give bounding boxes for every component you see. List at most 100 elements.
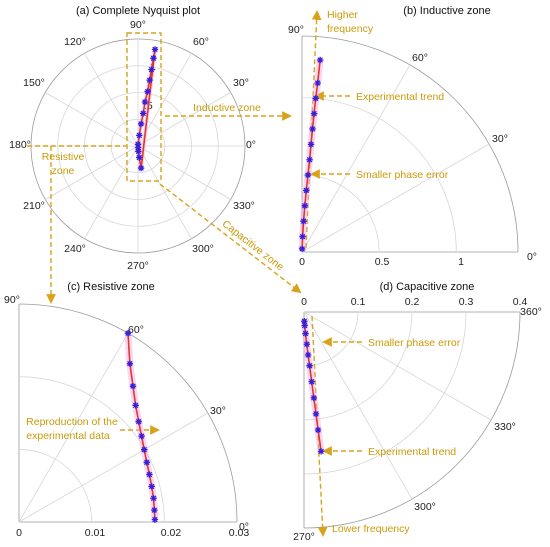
reproduction-label-2: experimental data: [26, 430, 110, 442]
panel-d-angle-label: 330°: [494, 421, 516, 433]
panel-a-angle-label: 30°: [233, 77, 249, 89]
data-point: [144, 88, 151, 95]
panel-b-title: (b) Inductive zone: [403, 5, 490, 17]
panel-a-angle-label: 300°: [192, 243, 214, 255]
grid-spoke: [301, 143, 490, 253]
panel-a-angle-label: 180°: [9, 139, 31, 151]
panel-c-radius-label: 0.01: [85, 527, 106, 539]
data-point: [314, 426, 322, 434]
data-point: [310, 394, 317, 402]
panel-d-title: (d) Capacitive zone: [380, 281, 475, 293]
panel-a-angle-label: 270°: [127, 260, 149, 272]
data-point: [310, 110, 318, 117]
data-point: [138, 432, 145, 440]
panel-a-angle-label: 150°: [23, 77, 45, 89]
panel-b-radius-label: 0: [299, 256, 305, 268]
grid-ring: [301, 97, 457, 253]
lower-frequency-label: Lower frequency: [332, 523, 410, 535]
trend-halo: [124, 332, 159, 520]
data-point: [304, 171, 312, 179]
panel-a-angle-label: 210°: [23, 200, 45, 212]
data-point: [148, 66, 155, 73]
panel-b-angle-label: 0°: [527, 251, 537, 263]
data-point: [150, 54, 157, 62]
panel-c-radius-label: 0.03: [229, 527, 250, 539]
panel-d-radius-label: 0.2: [405, 296, 420, 308]
panel-a-angle-label: 60°: [193, 36, 209, 48]
data-point: [134, 141, 142, 148]
data-point: [135, 148, 142, 155]
data-point: [300, 217, 307, 225]
panel-d-radius-label: 0: [301, 296, 307, 308]
data-point: [308, 378, 315, 385]
experimental-trend-label-b: Experimental trend: [356, 91, 444, 103]
panel-c-angle-label: 90°: [4, 294, 20, 306]
data-point: [132, 402, 139, 409]
data-point: [141, 446, 148, 453]
data-point: [143, 459, 150, 466]
data-point: [303, 341, 311, 348]
experimental-trend-label-d: Experimental trend: [368, 446, 456, 458]
panel-c-radius-label: 0.02: [161, 527, 182, 539]
data-point: [151, 506, 158, 514]
data-point: [312, 410, 320, 418]
data-point: [306, 362, 313, 369]
panel-d-radius-label: 0.4: [513, 296, 528, 308]
data-point: [306, 156, 313, 163]
panel-b-angle-label: 90°: [288, 24, 304, 36]
panel-b-angle-label: 30°: [492, 133, 508, 145]
panel-b-data: [298, 56, 324, 253]
data-point: [307, 141, 315, 148]
panel-d-grid: [303, 311, 521, 529]
panel-d-radius-label: 0.1: [351, 296, 366, 308]
grid-outer-arc: [301, 35, 519, 253]
data-point: [148, 483, 155, 490]
data-point: [316, 56, 324, 64]
resistive-zone-label: Resistive: [42, 151, 85, 163]
grid-ring: [303, 311, 413, 421]
panel-a-angle-label: 0°: [246, 139, 256, 151]
data-point: [126, 360, 134, 367]
grid-spoke: [18, 333, 129, 523]
capacitive-zone-arrow: [159, 183, 302, 294]
grid-outer-arc: [303, 311, 521, 529]
data-point: [146, 471, 153, 478]
data-point: [141, 98, 149, 106]
panel-d-angle-label: 360°: [520, 306, 542, 318]
data-point: [134, 144, 142, 151]
data-point: [303, 187, 310, 194]
data-point: [317, 448, 325, 455]
panel-a-title: (a) Complete Nyquist plot: [76, 5, 200, 17]
grid-ring: [18, 448, 93, 523]
panel-c-angle-label: 30°: [210, 405, 226, 417]
higher-frequency-label-2: frequency: [327, 23, 374, 35]
panel-d-angle-label: 270°: [293, 531, 315, 543]
panel-c-radius-label: 0: [16, 527, 22, 539]
lower-frequency-arrow: [311, 315, 328, 537]
grid-spoke: [303, 311, 492, 421]
panel-a-angle-label: 240°: [64, 243, 86, 255]
data-point: [150, 495, 157, 502]
data-point: [135, 418, 142, 425]
grid-spoke: [301, 64, 411, 253]
data-point: [151, 46, 159, 53]
data-point: [151, 516, 159, 523]
panel-d-data: [300, 317, 325, 455]
panel-b-grid: [301, 35, 519, 253]
panel-a-angle-label: 330°: [233, 200, 255, 212]
grid-ring: [303, 311, 467, 475]
resistive-zone-label-2: zone: [52, 165, 75, 177]
data-point: [301, 317, 308, 325]
panel-c-title: (c) Resistive zone: [67, 281, 154, 293]
data-point: [137, 120, 145, 128]
data-point: [301, 202, 309, 210]
data-point: [146, 76, 153, 84]
panel-c-data: [124, 330, 159, 523]
inductive-zone-label: Inductive zone: [193, 102, 261, 114]
panel-b-radius-label: 0.5: [375, 256, 390, 268]
panel-d-radius-label: 0.3: [459, 296, 474, 308]
grid-ring: [301, 174, 380, 253]
annotation-arrows: [27, 10, 362, 537]
capacitive-zone-label: Capacitive zone: [220, 218, 286, 274]
reproduction-label: Reproduction of the: [26, 416, 118, 428]
